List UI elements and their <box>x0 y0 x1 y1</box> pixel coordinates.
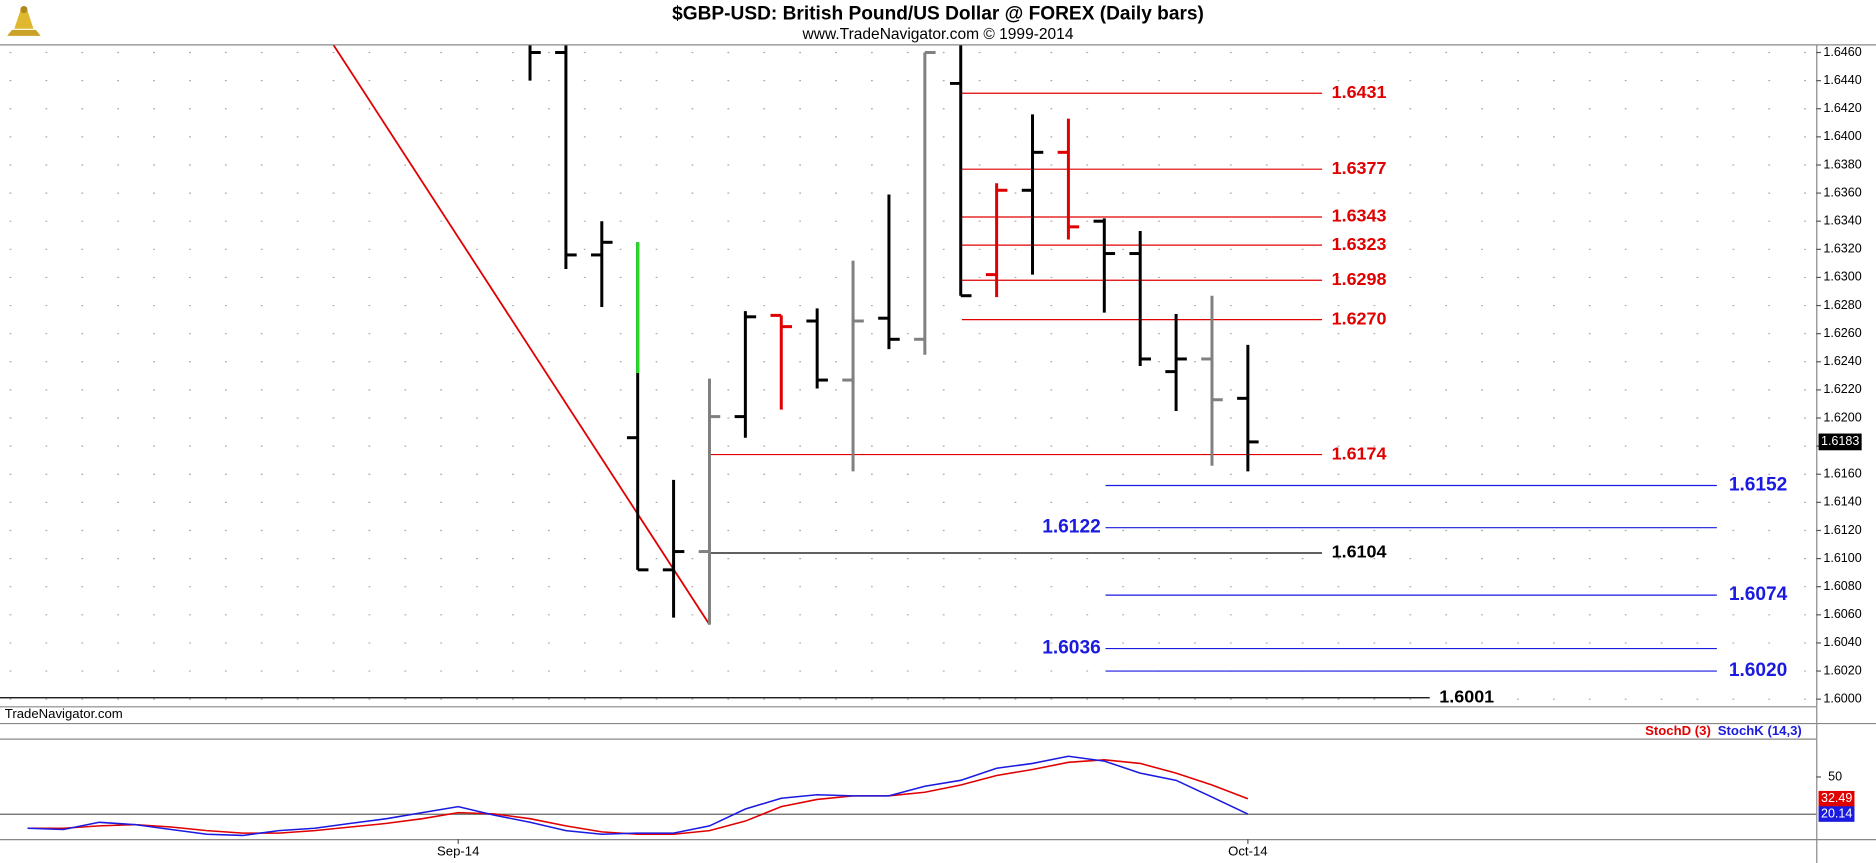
last-price-label: 1.6183 <box>1821 434 1859 448</box>
y-tick-label: 1.6440 <box>1823 73 1861 87</box>
last-value-box <box>1818 806 1855 822</box>
last-value-label: 20.14 <box>1821 806 1852 820</box>
y-tick-label: 1.6400 <box>1823 129 1861 143</box>
stoch-line <box>27 759 1249 835</box>
watermark: TradeNavigator.com <box>5 706 123 721</box>
y-tick-label: 1.6460 <box>1823 45 1861 59</box>
level-label: 1.6377 <box>1332 158 1387 178</box>
level-label: 1.6431 <box>1332 82 1387 102</box>
x-tick-label: Oct-14 <box>1228 844 1267 859</box>
chart-subtitle: www.TradeNavigator.com © 1999-2014 <box>802 26 1074 43</box>
x-tick-label: Sep-14 <box>437 844 479 859</box>
trendline <box>332 45 711 626</box>
level-label: 1.6074 <box>1729 584 1788 605</box>
level-label: 1.6298 <box>1332 269 1387 289</box>
legend-entry: StochD (3) <box>1645 723 1711 738</box>
level-label: 1.6174 <box>1332 443 1387 463</box>
y-tick-label: 1.6380 <box>1823 157 1861 171</box>
logo <box>7 5 41 36</box>
y-tick-label: 1.6020 <box>1823 663 1861 677</box>
y-tick-label: 50 <box>1828 769 1842 783</box>
plot-area <box>0 45 1817 700</box>
last-value-label: 32.49 <box>1821 791 1852 805</box>
y-tick-label: 1.6140 <box>1823 495 1861 509</box>
level-label: 1.6323 <box>1332 234 1387 254</box>
y-tick-label: 1.6040 <box>1823 635 1861 649</box>
last-value-box <box>1818 790 1855 807</box>
y-tick-label: 1.6420 <box>1823 101 1861 115</box>
y-tick-label: 1.6000 <box>1823 691 1861 705</box>
y-tick-label: 1.6360 <box>1823 185 1861 199</box>
level-label: 1.6152 <box>1729 475 1787 496</box>
level-label: 1.6343 <box>1332 206 1387 226</box>
level-label: 1.6001 <box>1439 686 1494 706</box>
level-label: 1.6122 <box>1042 517 1100 538</box>
stoch-line <box>27 755 1249 837</box>
level-label: 1.6036 <box>1042 638 1100 659</box>
y-tick-label: 1.6300 <box>1823 270 1861 284</box>
y-tick-label: 1.6260 <box>1823 326 1861 340</box>
y-tick-label: 1.6120 <box>1823 523 1861 537</box>
y-tick-label: 1.6340 <box>1823 214 1861 228</box>
y-tick-label: 1.6280 <box>1823 298 1861 312</box>
chart-title: $GBP-USD: British Pound/US Dollar @ FORE… <box>672 3 1204 24</box>
y-tick-label: 1.6240 <box>1823 354 1861 368</box>
level-label: 1.6020 <box>1729 660 1787 681</box>
y-tick-label: 1.6100 <box>1823 551 1861 565</box>
y-tick-label: 1.6160 <box>1823 467 1861 481</box>
y-tick-label: 1.6080 <box>1823 579 1861 593</box>
y-tick-label: 1.6220 <box>1823 382 1861 396</box>
y-tick-label: 1.6200 <box>1823 410 1861 424</box>
last-price-box <box>1818 433 1862 451</box>
level-label: 1.6270 <box>1332 308 1387 328</box>
y-tick-label: 1.6060 <box>1823 607 1861 621</box>
legend-entry: StochK (14,3) <box>1718 723 1802 738</box>
y-tick-label: 1.6320 <box>1823 242 1861 256</box>
level-label: 1.6104 <box>1332 542 1387 562</box>
